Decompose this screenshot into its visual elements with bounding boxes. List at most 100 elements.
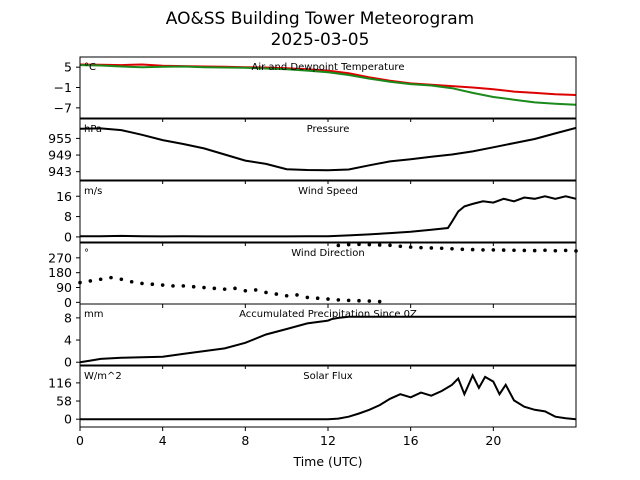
wind-direction-point [150, 282, 155, 287]
wind-speed-ytick-label: 8 [64, 209, 72, 224]
accumulated-precipitation-since-0z-series-1 [79, 315, 576, 364]
wind-direction-point [532, 248, 537, 253]
wind-direction-ytick-label: 180 [48, 265, 72, 280]
air-and-dewpoint-temperature-ytick-label: −1 [54, 80, 72, 95]
accumulated-precipitation-since-0z-ytick-label: 4 [64, 333, 72, 348]
x-tick-label: 0 [76, 433, 84, 448]
wind-direction-point [460, 247, 465, 252]
figure-title: AO&SS Building Tower Meteorogram [166, 9, 474, 29]
wind-direction-point [501, 248, 506, 252]
wind-direction-point [336, 298, 341, 302]
wind-direction-point [357, 298, 361, 303]
solar-flux-ytick-label: 58 [56, 394, 72, 409]
wind-direction-point [284, 293, 289, 298]
wind-direction-title: Wind Direction [291, 248, 365, 259]
pressure-series-1 [79, 126, 577, 172]
wind-direction-series-2 [336, 242, 578, 253]
accumulated-precipitation-since-0z-panel: 8 4 0 mm Accumulated Precipitation Since 0Z [64, 303, 577, 370]
air-and-dewpoint-temperature-series-2 [79, 64, 577, 106]
pressure-ytick-label: 943 [48, 164, 72, 179]
x-tick-label: 20 [485, 433, 501, 448]
wind-direction-point [233, 286, 237, 291]
wind-direction-point [202, 285, 206, 290]
wind-direction-point [377, 243, 382, 247]
wind-direction-point [264, 290, 268, 295]
wind-direction-point [315, 296, 320, 301]
wind-direction-point [377, 299, 382, 304]
wind-direction-point [346, 298, 351, 303]
wind-direction-point [429, 246, 434, 250]
wind-direction-point [295, 293, 299, 297]
wind-direction-point [119, 277, 124, 282]
accumulated-precipitation-since-0z-unit-label: mm [84, 309, 103, 320]
x-axis-label: Time (UTC) [292, 454, 362, 469]
wind-direction-point [171, 284, 175, 288]
wind-direction-point [140, 281, 144, 286]
pressure-ytick-label: 955 [48, 131, 72, 146]
x-tick-label: 4 [159, 433, 167, 448]
pressure-title: Pressure [307, 124, 350, 135]
wind-direction-point [160, 283, 165, 287]
figure-date: 2025-03-05 [271, 30, 370, 50]
wind-direction-point [398, 244, 403, 249]
wind-direction-point [243, 289, 248, 293]
solar-flux-ytick-label: 116 [48, 375, 72, 390]
wind-direction-point [450, 246, 454, 251]
wind-direction-point [191, 284, 196, 289]
wind-direction-ytick-label: 270 [48, 250, 72, 265]
solar-flux-ytick-label: 0 [64, 412, 72, 427]
wind-direction-point [274, 292, 279, 296]
pressure-unit-label: hPa [84, 124, 102, 135]
solar-flux-series-1 [80, 373, 577, 421]
x-tick-label: 16 [403, 433, 419, 448]
solar-flux-title: Solar Flux [303, 371, 353, 382]
wind-direction-point [181, 284, 186, 288]
air-and-dewpoint-temperature-unit-label: °C [84, 62, 96, 73]
wind-direction-point [336, 243, 341, 248]
wind-direction-point [553, 248, 558, 253]
wind-direction-ytick-label: 90 [56, 280, 72, 295]
wind-speed-panel: 16 8 0 m/s Wind Speed [56, 180, 577, 246]
wind-direction-point [419, 245, 423, 250]
air-and-dewpoint-temperature-panel: 5 −1 −7 °C Air and Dewpoint Temperature [54, 56, 577, 122]
wind-direction-point [512, 248, 516, 253]
wind-speed-title: Wind Speed [298, 186, 358, 197]
wind-direction-series-1 [78, 275, 382, 304]
accumulated-precipitation-since-0z-title: Accumulated Precipitation Since 0Z [239, 309, 417, 320]
wind-speed-series-1 [80, 195, 577, 238]
wind-direction-point [439, 246, 444, 251]
wind-direction-point [408, 245, 413, 249]
wind-direction-point [543, 248, 547, 253]
panels: 5 −1 −7 °C Air and Dewpoint Temperature 955 94… [48, 56, 578, 448]
wind-direction-point [470, 247, 475, 252]
wind-direction-point [346, 242, 351, 247]
wind-speed-ytick-label: 0 [64, 229, 72, 244]
wind-direction-point [212, 286, 217, 291]
air-and-dewpoint-temperature-title: Air and Dewpoint Temperature [252, 62, 405, 73]
wind-direction-point [491, 248, 496, 252]
x-tick-label: 8 [241, 433, 249, 448]
accumulated-precipitation-since-0z-ytick-label: 0 [64, 355, 72, 370]
air-and-dewpoint-temperature-ytick-label: −7 [54, 100, 72, 115]
accumulated-precipitation-since-0z-ytick-label: 8 [64, 310, 72, 325]
pressure-ytick-label: 949 [48, 148, 72, 163]
wind-direction-point [326, 297, 330, 301]
wind-direction-point [109, 275, 113, 280]
wind-direction-unit-label: ° [84, 248, 89, 259]
wind-direction-point [388, 243, 392, 248]
wind-direction-point [129, 279, 134, 284]
wind-direction-point [98, 277, 103, 282]
wind-direction-point [367, 299, 372, 303]
air-and-dewpoint-temperature-ytick-label: 5 [64, 60, 72, 75]
wind-speed-unit-label: m/s [84, 186, 102, 197]
wind-direction-point [253, 288, 258, 292]
wind-direction-point [563, 248, 568, 253]
solar-flux-unit-label: W/m^2 [84, 371, 122, 382]
wind-direction-point [305, 295, 310, 300]
wind-direction-point [522, 248, 527, 253]
wind-direction-point [481, 248, 485, 252]
wind-speed-ytick-label: 16 [56, 189, 72, 204]
